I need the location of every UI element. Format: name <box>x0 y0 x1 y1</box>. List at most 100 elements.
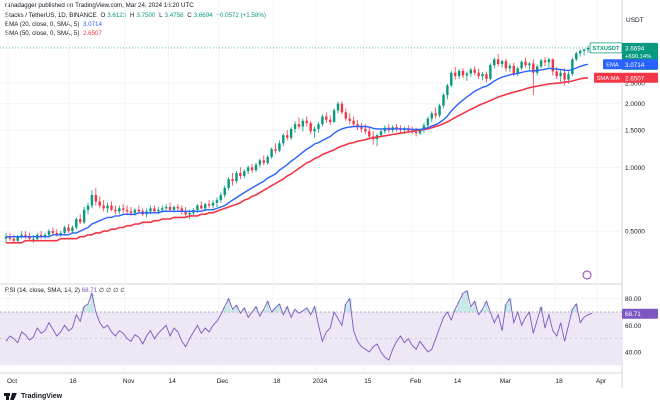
time-tick-label: Apr <box>596 378 607 385</box>
rsi-overbought-fill <box>453 309 458 312</box>
candle-body <box>125 209 129 212</box>
candle-body <box>219 195 223 201</box>
candle-body <box>317 124 320 129</box>
candle-body <box>254 164 258 171</box>
candle-body <box>512 65 515 74</box>
candle-body <box>39 234 43 237</box>
rsi-overbought-fill <box>242 308 247 312</box>
candle-body <box>106 205 109 209</box>
rsi-legend-value: 68.71 <box>81 287 98 294</box>
candle-body <box>555 71 558 77</box>
candle-body <box>86 205 90 210</box>
candle-body <box>235 173 238 182</box>
rsi-badge-box <box>622 308 658 319</box>
symbol-badge-text: STXUSDT <box>592 46 620 52</box>
candle-body <box>461 70 465 76</box>
candle-body <box>348 118 351 121</box>
high-value: 3.7500 <box>136 12 156 19</box>
candle-body <box>250 167 254 171</box>
candle-body <box>79 219 82 223</box>
candle-body <box>504 61 508 69</box>
ema-legend[interactable]: EMA (20, close, 0, SMA, 5) 3.0714 <box>5 21 104 29</box>
candle-body <box>102 205 105 209</box>
rsi-overbought-fill <box>230 309 235 312</box>
candle-body <box>215 200 219 203</box>
rsi-overbought-fill <box>265 301 270 312</box>
candle-body <box>493 59 496 66</box>
rsi-overbought-fill <box>273 308 278 312</box>
candle-body <box>582 49 586 51</box>
rsi-tick-label: 80.00 <box>625 296 642 303</box>
rsi-legend-extra: ∅ ∅ ∅ ∅ <box>98 287 126 294</box>
candle-body <box>129 211 133 213</box>
rsi-overbought-fill <box>343 304 348 312</box>
candle-body <box>524 61 527 66</box>
candle-body <box>157 209 160 212</box>
candle-body <box>418 130 422 134</box>
candle-body <box>430 113 433 119</box>
candle-body <box>168 206 172 210</box>
alert-clock-icon <box>582 270 592 280</box>
candle-body <box>453 72 457 77</box>
price-badge-change: +690.14% <box>625 54 651 60</box>
candle-body <box>55 232 58 235</box>
candle-body <box>485 74 488 79</box>
low-value: 3.4758 <box>164 12 184 19</box>
rsi-overbought-fill <box>574 304 579 312</box>
ema-legend-label: EMA (20, close, 0, SMA, 5) <box>5 21 80 28</box>
tradingview-logo[interactable]: TradingView <box>4 391 62 401</box>
candle-body <box>340 103 344 113</box>
rsi-overbought-fill <box>464 290 469 312</box>
time-tick-label: Dec <box>217 378 229 385</box>
candle-body <box>332 110 336 122</box>
rsi-band <box>0 290 622 366</box>
rsi-overbought-fill <box>226 298 231 312</box>
candle-body <box>469 69 473 74</box>
candle-body <box>16 236 19 241</box>
rsi-legend[interactable]: RSI (14, close, SMA, 14, 2) 68.71 ∅ ∅ ∅ … <box>5 287 126 294</box>
rsi-overbought-fill <box>507 298 512 312</box>
time-tick-label: 18 <box>273 378 281 385</box>
rsi-overbought-fill <box>457 301 462 312</box>
candle-body <box>508 65 512 69</box>
time-tick-label: Mar <box>500 378 512 385</box>
candle-body <box>282 135 285 144</box>
candle-body <box>82 209 86 223</box>
candle-body <box>20 234 23 237</box>
candle-body <box>207 204 211 206</box>
ema-badge-label: EMA <box>606 62 619 68</box>
candle-body <box>12 238 16 241</box>
candle-body <box>274 149 277 151</box>
price-tick-label: 1.0000 <box>625 165 645 172</box>
candle-body <box>243 171 246 177</box>
candle-body <box>571 59 574 75</box>
candle-body <box>67 227 70 232</box>
change-value: +0.0572 (+1.58%) <box>216 12 266 19</box>
candle-body <box>356 124 359 128</box>
ema20-line <box>6 63 589 238</box>
open-value: 3.6123 <box>107 12 127 19</box>
candle-body <box>153 208 156 212</box>
sma-badge-value-box <box>622 72 658 83</box>
low-label: L <box>159 12 163 19</box>
sma-legend[interactable]: SMA (50, close, 0, SMA, 5) 2.6507 <box>5 30 104 38</box>
rsi-overbought-fill <box>89 293 94 312</box>
currency-label: USDT <box>626 17 644 24</box>
rsi-overbought-fill <box>254 306 258 312</box>
candle-body <box>200 205 203 209</box>
candle-body <box>266 156 269 163</box>
candle-body <box>297 124 301 127</box>
price-badge-value: 3.6694 <box>625 45 645 52</box>
price-tick-label: 2.0000 <box>625 101 645 108</box>
candle-body <box>246 167 250 172</box>
symbol-name[interactable]: Stacks / TetherUS, 1D, BINANCE <box>5 12 97 19</box>
candle-body <box>575 53 578 60</box>
candle-body <box>203 204 207 209</box>
candle-body <box>43 234 47 237</box>
candle-body <box>313 128 316 132</box>
candle-body <box>532 63 535 73</box>
tradingview-logo-text: TradingView <box>21 392 63 400</box>
time-tick-label: Feb <box>410 378 422 385</box>
candle-body <box>336 103 340 111</box>
